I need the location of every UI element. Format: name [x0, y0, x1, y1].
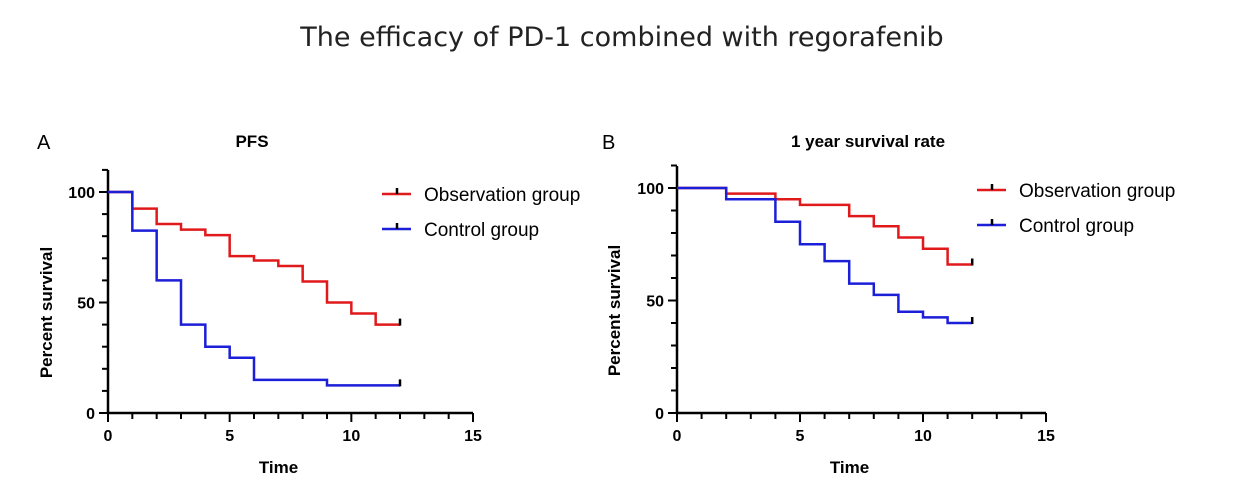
- y-tick-label: 0: [655, 406, 664, 423]
- y-tick-label: 50: [77, 296, 95, 313]
- x-tick-label: 15: [1037, 428, 1055, 445]
- x-tick-label: 10: [342, 428, 360, 445]
- series-line-control-group: [677, 186, 973, 325]
- x-axis-label: Time: [830, 458, 869, 477]
- y-axis-label: Percent survival: [37, 247, 56, 378]
- x-axis-label: Time: [259, 458, 298, 477]
- legend-label: Observation group: [1019, 181, 1175, 202]
- x-tick-label: 0: [104, 428, 113, 445]
- series-line-control-group: [108, 190, 400, 387]
- x-tick-label: 5: [225, 428, 234, 445]
- y-tick-label: 100: [637, 181, 664, 198]
- figure-title: The efficacy of PD-1 combined with regor…: [300, 22, 944, 53]
- legend-label: Control group: [1019, 216, 1134, 237]
- y-tick-label: 50: [646, 294, 664, 311]
- x-tick-label: 15: [464, 428, 482, 445]
- panel-letter: A: [37, 132, 51, 154]
- chart-panel-b: B 1 year survival rate 0 5 10 15 0 50 100 Time Per…: [602, 132, 1175, 477]
- panel-title: 1 year survival rate: [791, 132, 945, 151]
- y-tick-label: 100: [68, 185, 95, 202]
- x-tick-label: 5: [796, 428, 805, 445]
- series-line-observation-group: [108, 190, 400, 326]
- series-line-observation-group: [677, 186, 973, 266]
- panel-letter: B: [602, 132, 615, 154]
- y-axis-label: Percent survival: [605, 245, 624, 376]
- y-tick-label: 0: [86, 406, 95, 423]
- x-tick-label: 10: [914, 428, 932, 445]
- x-tick-label: 0: [673, 428, 682, 445]
- chart-panel-a: A PFS 0 5 10 15 0 50 100 Time Percent survival Obse…: [37, 132, 580, 477]
- legend-label: Control group: [424, 220, 539, 241]
- panel-title: PFS: [235, 132, 268, 151]
- legend-label: Observation group: [424, 185, 580, 206]
